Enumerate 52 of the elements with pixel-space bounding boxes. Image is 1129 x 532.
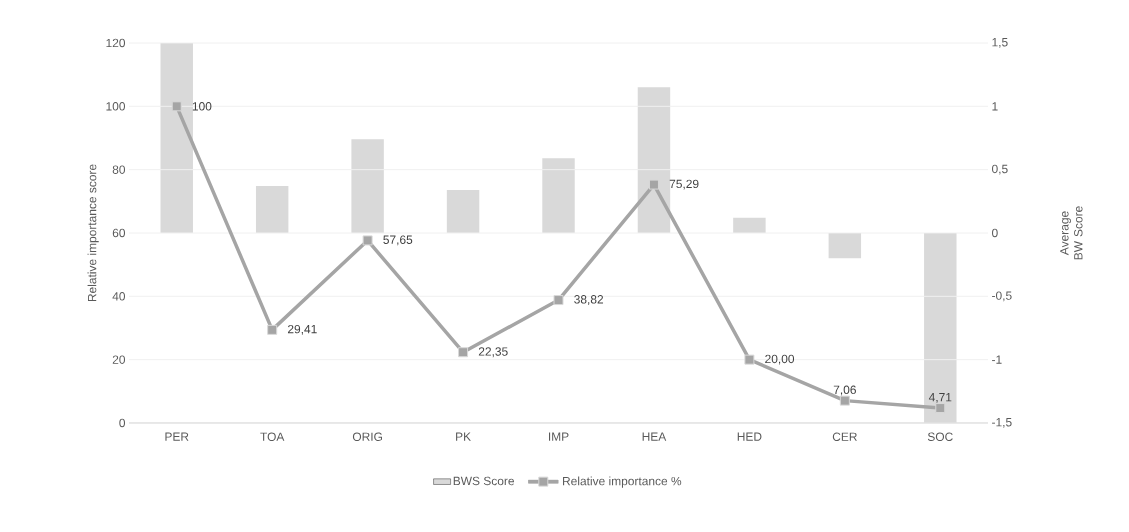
y2-axis-title: Average BW Score xyxy=(1060,206,1083,260)
bar xyxy=(160,42,193,233)
y2-tick-label: 1 xyxy=(992,102,998,111)
x-tick-label: IMP xyxy=(548,432,569,441)
y2-tick-label: -0,5 xyxy=(992,291,1012,302)
x-tick-label: ORIG xyxy=(352,432,383,441)
data-label: 75,29 xyxy=(669,179,699,190)
y2-tick-label: 0,5 xyxy=(992,164,1008,175)
x-tick-label: PK xyxy=(456,432,471,441)
data-label: 7,06 xyxy=(833,385,856,396)
point xyxy=(458,347,469,358)
point xyxy=(362,235,373,246)
point xyxy=(648,179,659,190)
data-label: 29,41 xyxy=(287,324,317,335)
point xyxy=(553,295,564,306)
y-tick-label: 60 xyxy=(112,228,126,238)
x-tick-label: CER xyxy=(832,432,857,441)
data-label: 57,65 xyxy=(383,235,413,246)
bar xyxy=(733,217,766,233)
y-tick-label: 40 xyxy=(112,292,126,301)
y2-tick-label: -1,5 xyxy=(992,418,1012,428)
data-label: 38,82 xyxy=(574,295,604,305)
data-label: 100 xyxy=(192,102,212,111)
data-label: 4,71 xyxy=(928,393,952,403)
point xyxy=(171,101,182,112)
data-label: 22,35 xyxy=(478,347,508,358)
y-tick-label: 80 xyxy=(112,165,126,174)
point xyxy=(839,395,850,406)
y-tick-label: 20 xyxy=(112,355,126,364)
x-tick-label: HEA xyxy=(642,432,667,441)
bar xyxy=(351,139,384,233)
legend-label: BWS Score xyxy=(453,476,515,486)
x-tick-label: HED xyxy=(737,432,762,441)
point xyxy=(744,354,755,365)
legend-label: Relative importance % xyxy=(563,476,682,488)
x-tick-label: SOC xyxy=(927,432,953,441)
data-label: 20,00 xyxy=(765,354,795,365)
y-tick-label: 0 xyxy=(119,418,126,428)
x-tick-label: TOA xyxy=(260,432,285,441)
bar xyxy=(255,186,289,233)
y2-tick-label: 1,5 xyxy=(992,38,1008,48)
y-axis-title: Relative importance score xyxy=(87,164,99,302)
y2-tick-label: -1 xyxy=(992,355,1002,364)
bar xyxy=(446,189,480,233)
x-tick-label: PER xyxy=(165,432,189,441)
point xyxy=(267,324,278,335)
y-tick-label: 100 xyxy=(106,102,126,111)
y2-tick-label: 0 xyxy=(992,228,998,238)
y-tick-label: 120 xyxy=(106,38,126,48)
bar xyxy=(828,232,862,259)
bar xyxy=(542,158,575,233)
bar xyxy=(637,87,671,233)
